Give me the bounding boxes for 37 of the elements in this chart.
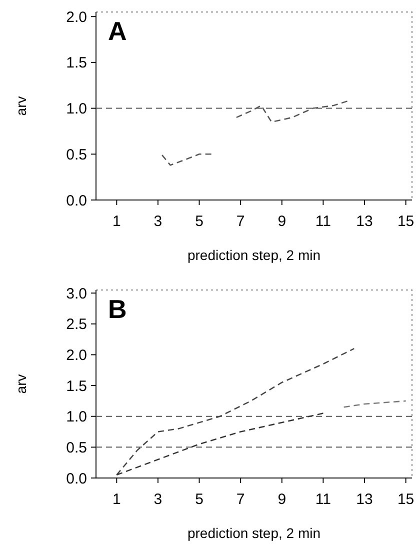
- y-axis-title: arv: [13, 96, 29, 116]
- y-axis-title: arv: [13, 374, 29, 394]
- line-series: [116, 348, 355, 476]
- x-axis-title: prediction step, 2 min: [187, 525, 321, 541]
- x-tick-label: 9: [278, 213, 286, 230]
- x-tick-label: 11: [315, 491, 331, 508]
- x-tick-label: 5: [195, 491, 204, 508]
- y-tick-label: 1.5: [66, 378, 87, 395]
- y-tick-label: 2.5: [66, 316, 87, 334]
- x-tick-label: 1: [112, 491, 121, 508]
- annotation: A: [108, 16, 127, 46]
- x-tick-label: 7: [236, 213, 245, 230]
- y-tick-label: 1.0: [66, 100, 87, 118]
- x-axis-title: prediction step, 2 min: [187, 247, 321, 263]
- x-tick-label: 5: [195, 213, 204, 230]
- x-tick-label: 15: [397, 213, 414, 230]
- x-tick-label: 9: [278, 491, 286, 508]
- x-tick-label: 3: [154, 213, 162, 230]
- x-tick-label: 15: [397, 491, 414, 508]
- y-tick-label: 0.5: [66, 439, 87, 456]
- x-tick-label: 13: [356, 491, 373, 508]
- x-tick-label: 3: [154, 491, 162, 508]
- annotation: B: [108, 294, 127, 324]
- y-tick-label: 2.0: [66, 8, 87, 26]
- y-tick-label: 1.5: [66, 54, 87, 72]
- y-tick-label: 0.0: [66, 192, 87, 210]
- x-tick-label: 7: [236, 491, 245, 508]
- x-tick-label: 13: [356, 213, 373, 230]
- x-tick-label: 1: [112, 213, 121, 230]
- line-series: [161, 153, 212, 166]
- y-tick-label: 0.0: [66, 470, 87, 488]
- y-tick-label: 0.5: [66, 146, 87, 164]
- y-tick-label: 2.0: [66, 346, 87, 364]
- line-series: [116, 412, 324, 476]
- y-tick-label: 3.0: [66, 285, 87, 302]
- x-tick-label: 11: [315, 213, 331, 230]
- y-tick-label: 1.0: [66, 408, 87, 426]
